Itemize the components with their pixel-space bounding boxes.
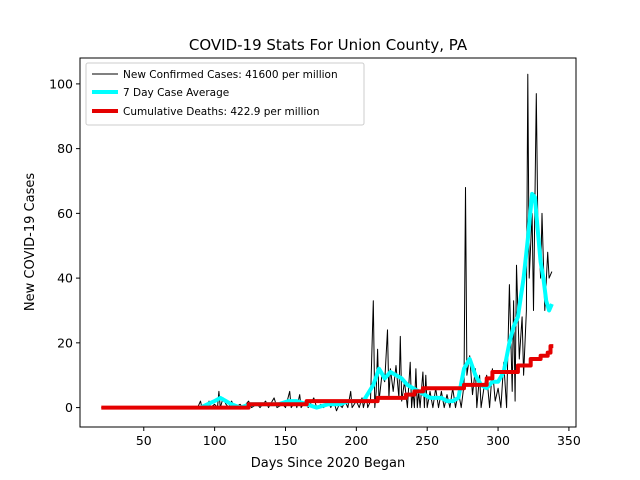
y-tick-label: 0 <box>65 400 73 415</box>
x-axis-label: Days Since 2020 Began <box>251 456 406 471</box>
x-tick-label: 250 <box>415 433 439 448</box>
legend-box <box>85 62 365 126</box>
x-tick-label: 300 <box>486 433 510 448</box>
x-tick-label: 350 <box>557 433 581 448</box>
legend-label-new-cases: New Confirmed Cases: 41600 per million <box>123 69 338 81</box>
chart-title: COVID-19 Stats For Union County, PA <box>189 36 468 54</box>
y-axis-label: New COVID-19 Cases <box>23 173 38 311</box>
y-tick-label: 20 <box>57 335 73 350</box>
x-tick-label: 200 <box>344 433 368 448</box>
y-tick-label: 40 <box>57 271 73 286</box>
series-new-cases-line <box>101 73 553 412</box>
plot-area <box>101 73 554 412</box>
legend: New Confirmed Cases: 41600 per million 7… <box>85 62 365 126</box>
series-cumulative-deaths-line <box>101 344 554 410</box>
legend-label-cumulative-deaths: Cumulative Deaths: 422.9 per million <box>123 106 320 118</box>
y-axis-ticks: 0 20 40 60 80 100 <box>49 76 80 415</box>
y-tick-label: 100 <box>49 76 73 91</box>
x-tick-label: 100 <box>203 433 227 448</box>
x-tick-label: 150 <box>274 433 298 448</box>
x-tick-label: 50 <box>136 433 152 448</box>
legend-label-7-day-average: 7 Day Case Average <box>123 87 229 99</box>
y-tick-label: 80 <box>57 141 73 156</box>
x-axis-ticks: 50 100 150 200 250 300 350 <box>136 427 581 448</box>
y-tick-label: 60 <box>57 206 73 221</box>
plot-frame <box>79 57 577 428</box>
